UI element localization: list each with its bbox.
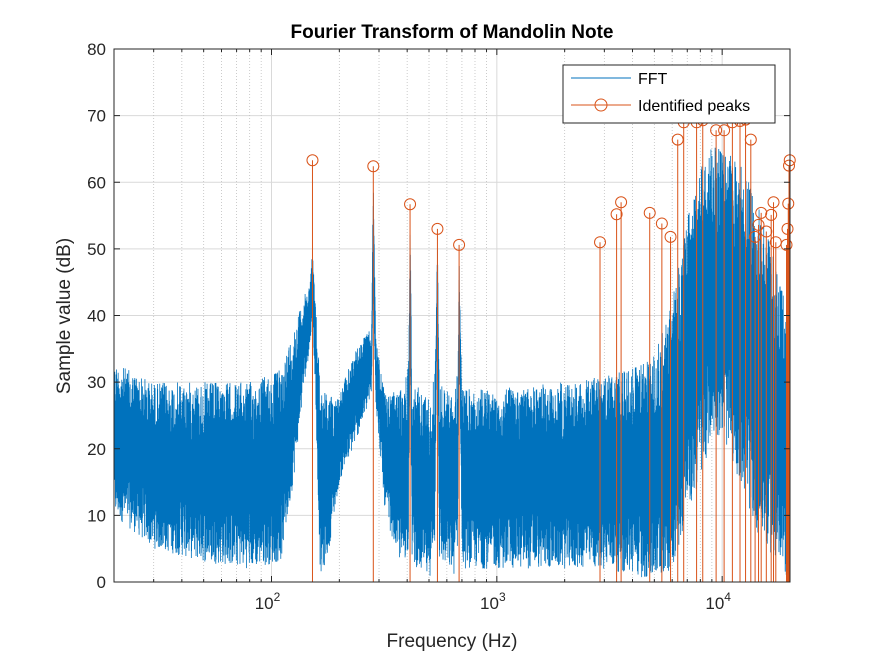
legend-peaks-marker (594, 98, 608, 112)
peaks-series (306, 113, 796, 582)
x-tick-exponent: 3 (499, 590, 506, 604)
peak-marker (782, 197, 795, 210)
peak-marker (710, 124, 723, 137)
peak-marker (594, 236, 607, 249)
peak-marker (306, 154, 319, 167)
peak-marker (664, 230, 677, 243)
x-tick-exponent: 2 (274, 590, 281, 604)
peak-marker (453, 238, 466, 251)
y-tick-label: 30 (87, 373, 106, 392)
peak-marker (752, 218, 765, 231)
y-tick-label: 50 (87, 240, 106, 259)
peak-marker (431, 222, 444, 235)
legend-fft-label: FFT (638, 71, 668, 88)
x-axis-label: Frequency (Hz) (387, 631, 518, 652)
chart-title: Fourier Transform of Mandolin Note (290, 22, 613, 43)
peak-marker (655, 217, 668, 230)
peak-marker (760, 225, 773, 238)
legend-box (562, 64, 776, 124)
peak-marker (765, 208, 778, 221)
y-tick-label: 80 (87, 40, 106, 59)
peak-marker (755, 206, 768, 219)
peak-marker (610, 208, 623, 221)
peak-marker (767, 196, 780, 209)
y-axis-label: Sample value (dB) (54, 238, 75, 394)
peak-marker (404, 198, 417, 211)
peak-marker (615, 196, 628, 209)
y-tick-label: 20 (87, 440, 106, 459)
peak-marker (718, 124, 731, 137)
x-tick-exponent: 4 (724, 590, 731, 604)
peak-marker (643, 206, 656, 219)
y-tick-labels: 0 10 20 30 40 50 60 70 80 (87, 40, 106, 592)
legend: FFT Identified peaks (562, 64, 776, 124)
peak-marker (780, 238, 793, 251)
y-tick-label: 10 (87, 506, 106, 525)
peak-marker (783, 159, 796, 172)
peak-marker (781, 222, 794, 235)
y-tick-label: 0 (97, 573, 106, 592)
peak-marker (367, 160, 380, 173)
tick-marks (113, 48, 791, 583)
peak-marker (749, 230, 762, 243)
legend-peaks-label: Identified peaks (638, 98, 750, 115)
y-tick-label: 60 (87, 173, 106, 192)
peak-marker (744, 133, 757, 146)
y-tick-label: 40 (87, 307, 106, 326)
y-tick-label: 70 (87, 107, 106, 126)
